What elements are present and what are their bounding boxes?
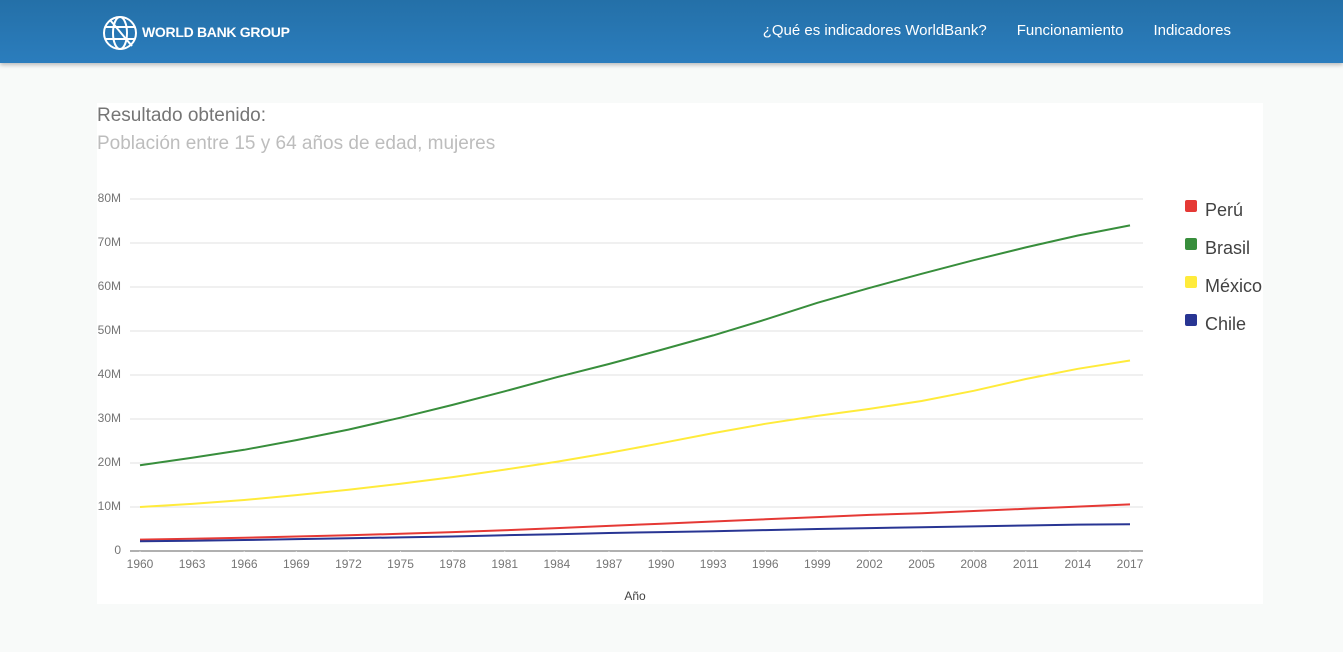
x-tick-label: 1975 [387, 557, 414, 571]
x-tick-label: 2011 [1013, 557, 1039, 571]
x-tick-label: 2005 [908, 557, 935, 571]
nav-link[interactable]: Funcionamiento [1016, 22, 1124, 39]
y-tick-label: 80M [98, 191, 121, 205]
result-label: Resultado obtenido: [97, 105, 266, 126]
x-tick-label: 1960 [127, 557, 154, 571]
series-line [139, 503, 1131, 541]
header: WORLD BANK GROUP ¿Qué es indicadores Wor… [0, 0, 1343, 63]
legend-swatch [1185, 200, 1197, 212]
x-tick-label: 1999 [804, 557, 831, 571]
legend-swatch [1185, 314, 1197, 326]
legend-label: Brasil [1205, 238, 1250, 258]
nav: ¿Qué es indicadores WorldBank? Funcionam… [763, 22, 1231, 39]
series-line [139, 224, 1131, 467]
y-tick-label: 20M [98, 455, 121, 469]
legend-label: Chile [1205, 314, 1246, 334]
y-tick-label: 70M [98, 235, 121, 249]
legend-swatch [1185, 238, 1197, 250]
x-tick-label: 1993 [700, 557, 727, 571]
y-tick-label: 10M [98, 499, 121, 513]
chart-card [97, 103, 1263, 604]
x-tick-label: 1978 [439, 557, 466, 571]
y-tick-label: 0 [114, 543, 121, 557]
y-tick-label: 60M [98, 279, 121, 293]
y-tick-label: 40M [98, 367, 121, 381]
series-line [139, 359, 1131, 508]
x-tick-label: 1990 [648, 557, 675, 571]
x-tick-label: 1981 [491, 557, 518, 571]
y-tick-label: 50M [98, 323, 121, 337]
nav-link[interactable]: Indicadores [1153, 22, 1231, 39]
legend-swatch [1185, 276, 1197, 288]
x-axis-label: Año [624, 589, 646, 603]
x-tick-label: 2017 [1117, 557, 1144, 571]
series-line [139, 523, 1131, 543]
x-tick-label: 1996 [752, 557, 779, 571]
legend-label: Perú [1205, 200, 1243, 220]
chart-title: Población entre 15 y 64 años de edad, mu… [97, 133, 495, 154]
logo-icon [103, 16, 137, 50]
x-tick-label: 1984 [543, 557, 570, 571]
y-tick-label: 30M [98, 411, 121, 425]
legend-label: México [1205, 276, 1262, 296]
x-tick-label: 1969 [283, 557, 310, 571]
x-tick-label: 1966 [231, 557, 258, 571]
x-tick-label: 2002 [856, 557, 883, 571]
brand[interactable]: WORLD BANK GROUP [142, 24, 290, 40]
x-tick-label: 1987 [596, 557, 623, 571]
x-tick-label: 2014 [1065, 557, 1092, 571]
x-tick-label: 1972 [335, 557, 362, 571]
x-tick-label: 2008 [960, 557, 987, 571]
x-tick-label: 1963 [179, 557, 206, 571]
nav-link[interactable]: ¿Qué es indicadores WorldBank? [762, 22, 987, 39]
